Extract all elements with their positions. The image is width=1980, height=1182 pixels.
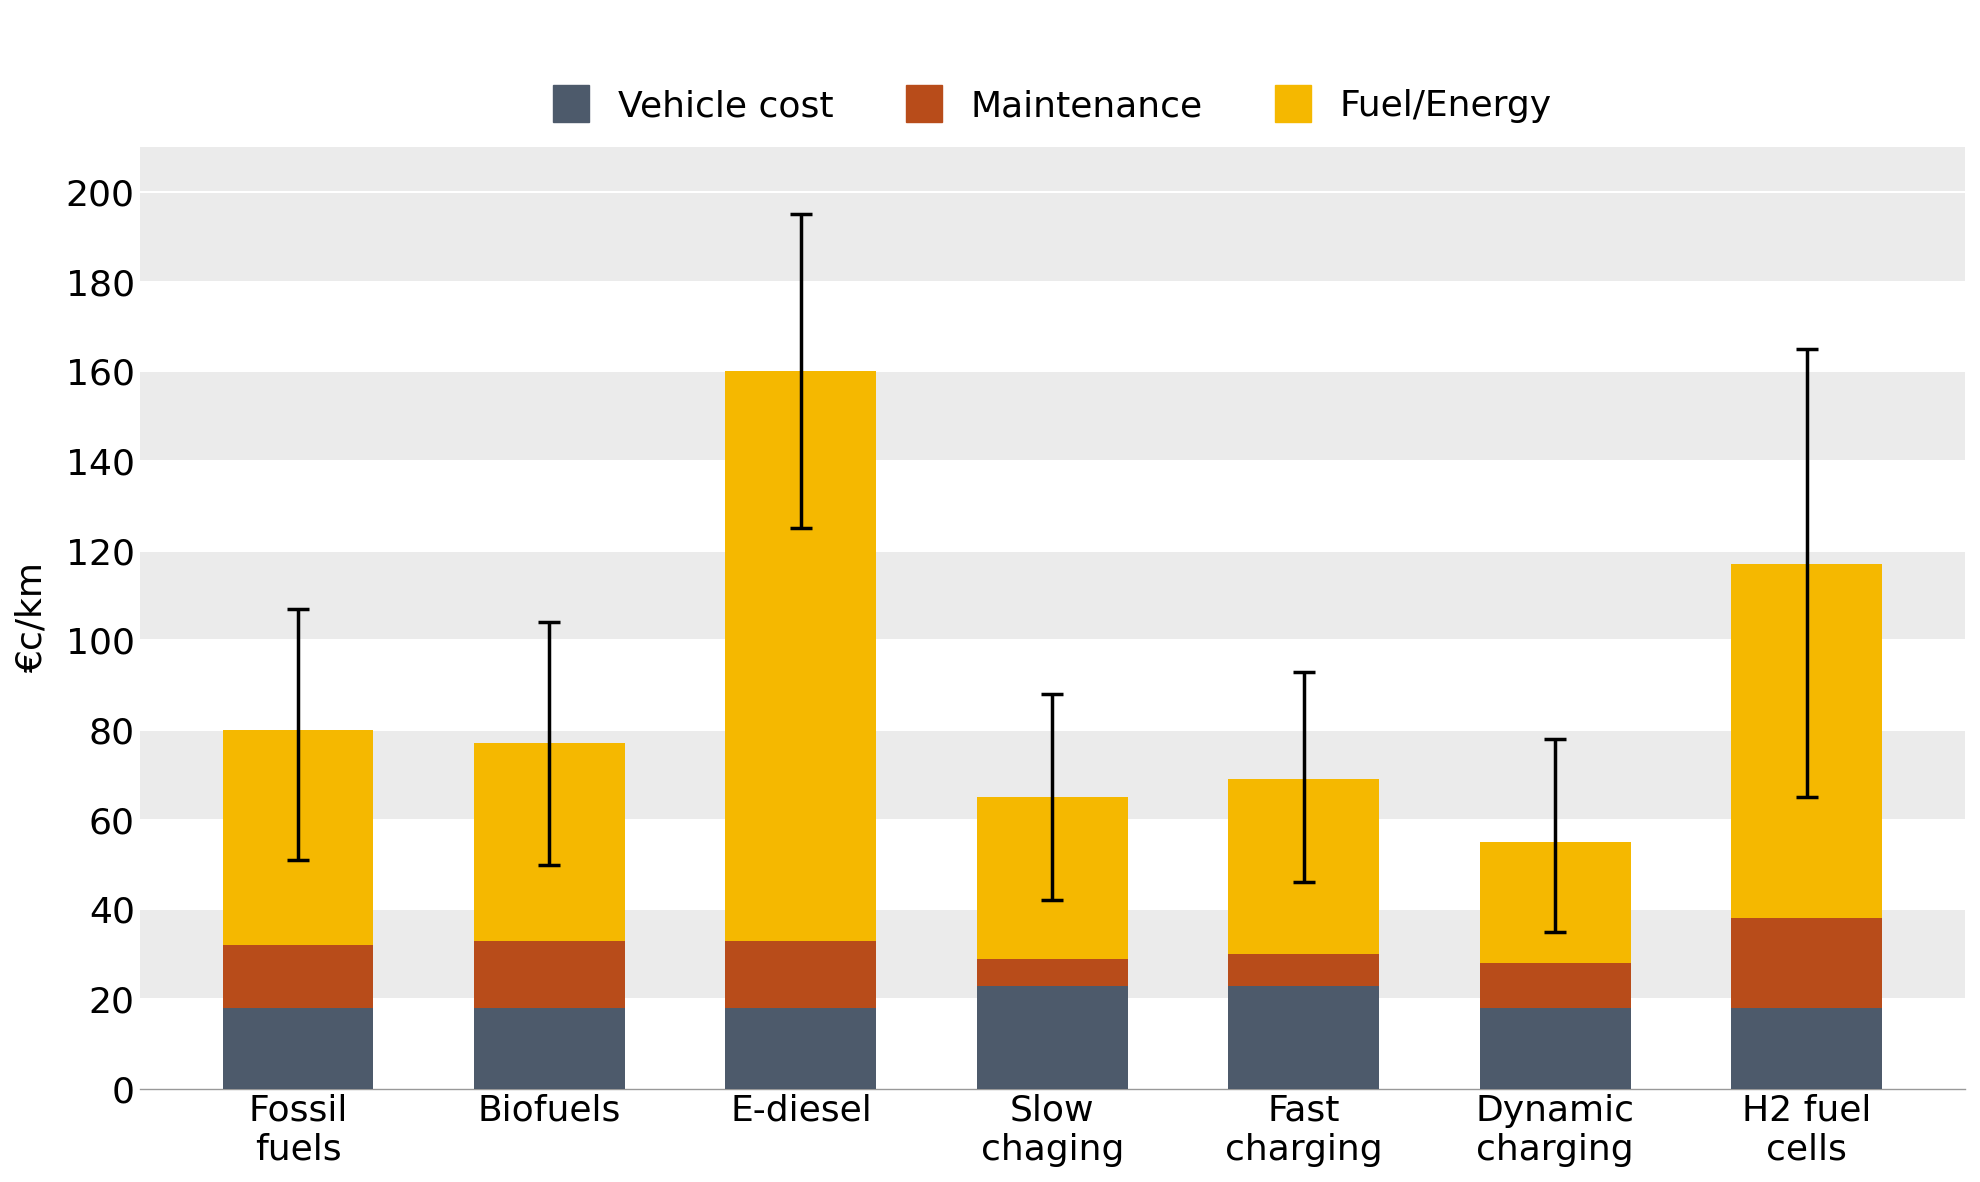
Bar (1731, 564, 1883, 918)
Bar (1479, 963, 1632, 1008)
Bar (1228, 986, 1380, 1089)
Y-axis label: €c/km: €c/km (16, 563, 50, 674)
Legend: Vehicle cost, Maintenance, Fuel/Energy: Vehicle cost, Maintenance, Fuel/Energy (539, 71, 1566, 137)
Bar (976, 798, 1129, 959)
Bar (141, 999, 1964, 1089)
Bar (222, 730, 374, 946)
Bar (1731, 918, 1883, 1008)
Bar (1228, 779, 1380, 954)
Bar (725, 371, 877, 941)
Bar (976, 986, 1129, 1089)
Bar (1731, 1008, 1883, 1089)
Bar (725, 941, 877, 1008)
Bar (141, 281, 1964, 371)
Bar (1479, 1008, 1632, 1089)
Bar (473, 941, 626, 1008)
Bar (141, 461, 1964, 551)
Bar (141, 641, 1964, 730)
Bar (222, 1008, 374, 1089)
Bar (976, 959, 1129, 986)
Bar (222, 946, 374, 1008)
Bar (1479, 842, 1632, 963)
Bar (725, 1008, 877, 1089)
Bar (1228, 954, 1380, 986)
Bar (473, 743, 626, 941)
Bar (473, 1008, 626, 1089)
Bar (141, 819, 1964, 909)
